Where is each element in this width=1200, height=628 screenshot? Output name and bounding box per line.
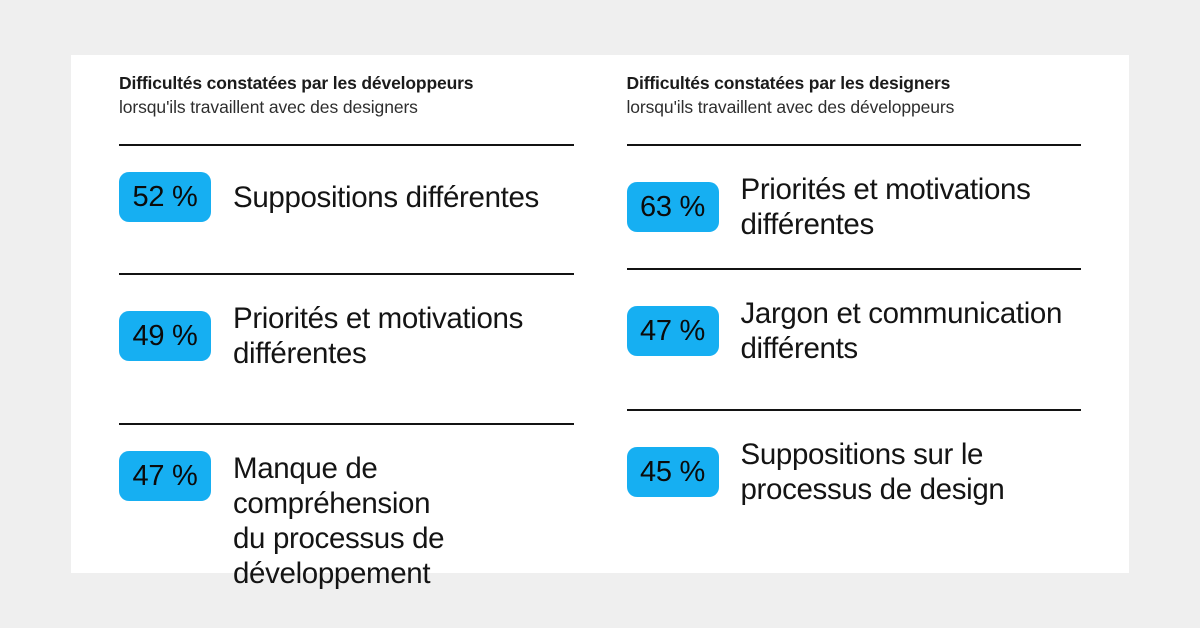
column-designers: Difficultés constatées par les designers… <box>626 71 1082 573</box>
column-subtitle: lorsqu'ils travaillent avec des développ… <box>626 97 955 117</box>
stat-row: 47 % Jargon et communication différents <box>626 268 1082 409</box>
stat-row: 47 % Manque de compréhension du processu… <box>119 423 574 591</box>
stat-label: Priorités et motivations différentes <box>740 173 1031 241</box>
stat-label: Priorités et motivations différentes <box>233 302 523 370</box>
stat-row: 49 % Priorités et motivations différente… <box>119 273 574 423</box>
column-title: Difficultés constatées par les développe… <box>119 73 474 93</box>
percentage-badge: 63 % <box>626 182 719 232</box>
column-title: Difficultés constatées par les designers <box>626 73 951 93</box>
stat-row-content: 63 % Priorités et motivations différente… <box>626 172 1082 242</box>
stat-row-content: 52 % Suppositions différentes <box>119 172 574 222</box>
percentage-badge: 49 % <box>119 311 211 361</box>
stat-row-content: 45 % Suppositions sur le processus de de… <box>626 437 1082 507</box>
stat-row: 52 % Suppositions différentes <box>119 146 574 273</box>
stat-label: Suppositions sur le processus de design <box>740 438 1005 506</box>
column-designers-header: Difficultés constatées par les designers… <box>626 71 1081 146</box>
percentage-badge: 45 % <box>626 447 719 497</box>
stats-card: Difficultés constatées par les développe… <box>71 55 1129 590</box>
stat-label: Manque de compréhension du processus de … <box>233 452 445 590</box>
stat-label: Suppositions différentes <box>233 180 539 214</box>
stat-row-content: 47 % Manque de compréhension du processu… <box>119 451 574 591</box>
percentage-badge: 52 % <box>119 172 211 222</box>
stat-row-content: 49 % Priorités et motivations différente… <box>119 301 574 371</box>
stat-row: 45 % Suppositions sur le processus de de… <box>626 409 1082 507</box>
stat-row: 63 % Priorités et motivations différente… <box>626 146 1082 268</box>
percentage-badge: 47 % <box>626 306 719 356</box>
column-subtitle: lorsqu'ils travaillent avec des designer… <box>119 97 418 117</box>
stat-label: Jargon et communication différents <box>740 297 1063 365</box>
stat-row-content: 47 % Jargon et communication différents <box>626 296 1082 366</box>
column-developers: Difficultés constatées par les développe… <box>119 71 574 590</box>
percentage-badge: 47 % <box>119 451 211 501</box>
column-developers-header: Difficultés constatées par les développe… <box>119 71 574 146</box>
